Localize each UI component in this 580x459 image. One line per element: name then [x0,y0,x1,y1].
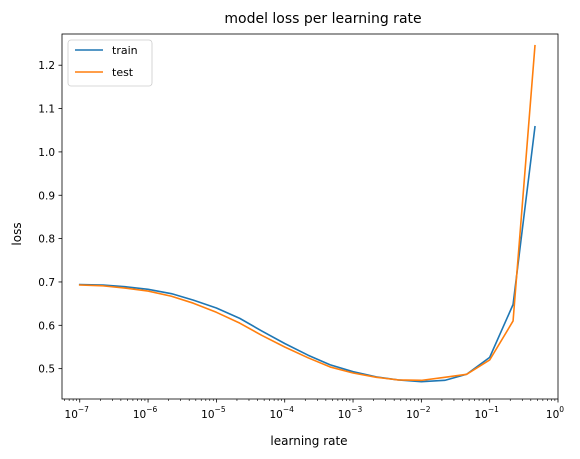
y-tick-label: 1.1 [38,104,55,116]
y-tick-label: 0.5 [38,364,55,376]
y-tick-label: 0.8 [38,234,55,246]
series-line-test [78,44,536,382]
x-tick-exponent: −3 [351,405,362,414]
legend-box [67,39,153,87]
legend-label-test: test [112,66,134,79]
plot-frame [61,33,559,400]
legend-label-train: train [112,44,138,57]
x-tick-label: 100 [546,405,564,421]
x-axis-label: learning rate [270,434,347,448]
x-tick-exponent: −7 [78,405,89,414]
x-tick-exponent: −5 [215,405,226,414]
x-tick-label: 10−1 [474,405,499,421]
x-tick-exponent: −4 [283,405,294,414]
x-tick-label: 10−3 [338,405,363,421]
chart-title: model loss per learning rate [224,11,421,27]
y-tick-label: 1.0 [38,147,55,159]
x-tick-label: 10−7 [65,405,90,421]
x-tick-label: 10−4 [269,405,294,421]
y-axis-label: loss [10,222,24,245]
x-tick-exponent: 0 [559,405,564,414]
x-tick-exponent: −1 [488,405,499,414]
series-line-train [78,125,536,383]
x-tick-label: 10−2 [406,405,431,421]
y-tick-label: 0.9 [38,190,55,202]
x-tick-label: 10−5 [201,405,226,421]
x-tick-exponent: −2 [420,405,431,414]
series-lines [78,44,536,383]
y-tick-label: 1.2 [38,60,55,72]
y-tick-label: 0.7 [38,277,55,289]
y-tick-label: 0.6 [38,320,55,332]
x-tick-exponent: −6 [146,405,157,414]
x-tick-label: 10−6 [133,405,158,421]
legend: train test [67,39,153,87]
